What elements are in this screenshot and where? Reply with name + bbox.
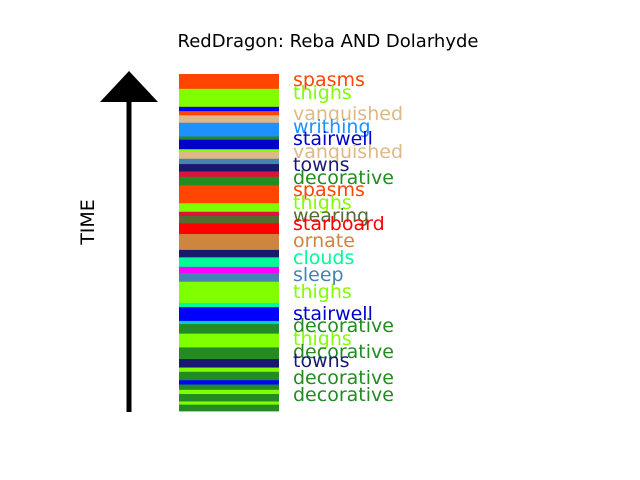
word-label: ornate xyxy=(293,230,355,252)
word-label: towns xyxy=(293,154,350,176)
strip-band xyxy=(179,115,279,124)
word-label: thighs xyxy=(293,281,352,303)
strip-band xyxy=(179,185,279,204)
word-label: stairwell xyxy=(293,303,373,325)
word-label: decorative xyxy=(293,315,394,337)
strip-band xyxy=(179,74,279,90)
strip-band xyxy=(179,176,279,186)
time-arrow-head xyxy=(100,71,158,102)
strip-band xyxy=(179,234,279,251)
strip-band xyxy=(179,302,279,308)
strip-band xyxy=(179,266,279,274)
strip-band xyxy=(179,347,279,360)
strip-band xyxy=(179,164,279,172)
word-label: writhing xyxy=(293,116,371,138)
strip-band xyxy=(179,307,279,322)
strip-band xyxy=(179,384,279,391)
strip-band xyxy=(179,281,279,304)
word-label: sleep xyxy=(293,264,344,286)
strip-band xyxy=(179,371,279,381)
word-label: decorative xyxy=(293,367,394,389)
strip-band xyxy=(179,216,279,224)
word-label: vanquished xyxy=(293,141,403,163)
strip-band xyxy=(179,149,279,152)
color-strip xyxy=(179,74,279,412)
strip-band xyxy=(179,158,279,165)
strip-band xyxy=(179,380,279,385)
strip-band xyxy=(179,203,279,213)
strip-band xyxy=(179,111,279,116)
word-label: thighs xyxy=(293,328,352,350)
word-label: spasms xyxy=(293,69,365,91)
strip-band xyxy=(179,320,279,325)
strip-band xyxy=(179,211,279,217)
strip-band xyxy=(179,171,279,178)
strip-band xyxy=(179,257,279,268)
strip-band xyxy=(179,88,279,108)
word-label: vanquished xyxy=(293,103,403,125)
word-label: stairwell xyxy=(293,128,373,150)
strip-band xyxy=(179,139,279,150)
strip-band xyxy=(179,249,279,258)
word-label: thighs xyxy=(293,192,352,214)
word-label: thighs xyxy=(293,82,352,104)
word-label: towns xyxy=(293,350,350,372)
strip-band xyxy=(179,394,279,402)
word-label: decorative xyxy=(293,167,394,189)
strip-band xyxy=(179,367,279,373)
strip-band xyxy=(179,223,279,235)
strip-band xyxy=(179,389,279,395)
word-label: decorative xyxy=(293,384,394,406)
word-label: starboard xyxy=(293,213,385,235)
strip-band xyxy=(179,404,279,412)
strip-band xyxy=(179,333,279,348)
word-label: spasms xyxy=(293,179,365,201)
chart-title: RedDragon: Reba AND Dolarhyde xyxy=(177,31,479,52)
strip-band xyxy=(179,273,279,283)
strip-band xyxy=(179,359,279,368)
strip-band xyxy=(179,122,279,137)
word-label: clouds xyxy=(293,247,354,269)
word-labels: spasmsthighsvanquishedwrithingstairwellv… xyxy=(293,69,403,406)
strip-band xyxy=(179,324,279,335)
word-label: decorative xyxy=(293,341,394,363)
word-label: wearing xyxy=(293,205,369,227)
strip-band xyxy=(179,151,279,160)
time-arrow xyxy=(100,71,158,412)
strip-band xyxy=(179,106,279,112)
strip-band xyxy=(179,136,279,141)
strip-band xyxy=(179,401,279,406)
